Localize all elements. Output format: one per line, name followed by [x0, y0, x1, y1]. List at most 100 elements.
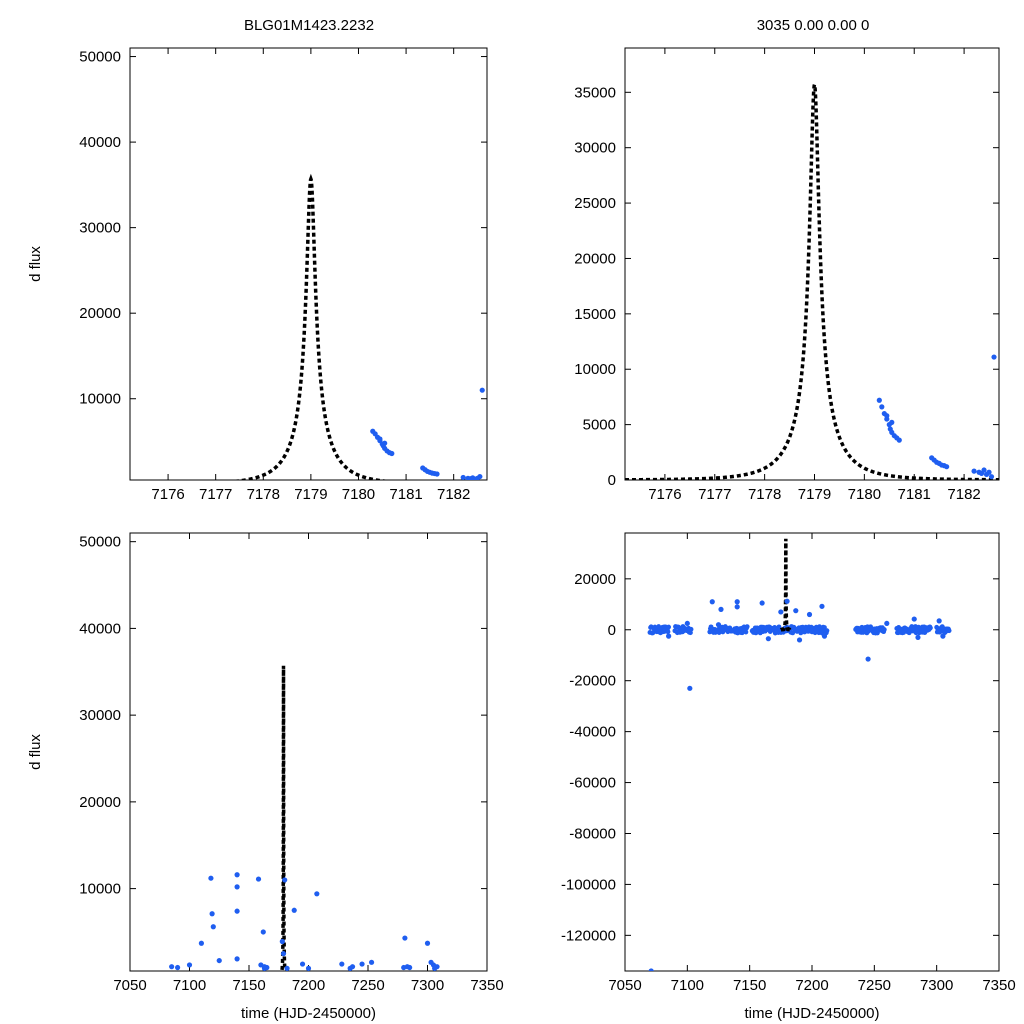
data-point: [734, 604, 740, 610]
y-tick-label: -40000: [569, 724, 616, 741]
data-point: [665, 629, 671, 635]
x-tick-label: 7300: [920, 977, 953, 994]
data-point: [377, 436, 383, 442]
data-point: [648, 968, 654, 971]
x-tick-label: 7179: [798, 486, 831, 503]
data-point: [734, 599, 740, 605]
x-tick-label: 7177: [199, 486, 232, 503]
data-point: [282, 877, 288, 883]
data-point: [928, 625, 933, 631]
data-point: [432, 965, 438, 971]
data-point: [314, 891, 320, 897]
data-point: [186, 962, 193, 968]
data-point: [299, 961, 306, 967]
data-point: [424, 940, 431, 946]
data-point: [765, 636, 771, 642]
x-tick-label: 7181: [898, 486, 931, 503]
data-point: [876, 397, 882, 403]
data-point: [479, 387, 485, 393]
data-point: [865, 656, 871, 662]
data-point: [915, 634, 921, 641]
data-point: [284, 965, 290, 971]
x-tick-label: 7250: [858, 977, 891, 994]
y-tick-label: 30000: [79, 707, 121, 724]
data-point: [821, 633, 828, 639]
x-tick-label: 7180: [848, 486, 881, 503]
data-point: [407, 964, 413, 971]
data-point: [234, 872, 240, 878]
data-point: [279, 938, 285, 945]
x-tick-label: 7050: [113, 977, 146, 994]
panel-top-left: 7176 7177 7178 7179 7180 7181 7182 10000 20000 30…: [27, 47, 488, 503]
x-tick-label: 7350: [982, 977, 1015, 994]
plot-area: [231, 173, 485, 480]
data-point: [656, 624, 662, 629]
y-tick-label: 10000: [79, 881, 121, 898]
y-tick-label: 50000: [79, 49, 121, 66]
data-point: [339, 961, 345, 967]
data-point: [684, 620, 690, 627]
y-tick-label: 20000: [79, 305, 121, 322]
plot-frame: [129, 47, 488, 481]
y-axis-label: d flux: [27, 246, 44, 282]
model-curve: [625, 78, 999, 480]
data-point: [819, 603, 825, 609]
plot-area: [647, 538, 952, 971]
data-point: [666, 633, 672, 639]
x-axis-label: time (HJD-2450000): [744, 1005, 879, 1022]
data-point: [434, 471, 440, 477]
model-curve: [280, 665, 287, 971]
x-tick-label: 7182: [947, 486, 980, 503]
y-tick-label: 10000: [574, 361, 616, 378]
data-point: [349, 964, 356, 970]
x-tick-label: 7050: [608, 977, 641, 994]
data-point: [255, 876, 262, 882]
y-tick-label: 0: [608, 472, 616, 489]
data-point: [806, 611, 813, 618]
data-point: [175, 964, 181, 971]
data-point: [936, 618, 942, 624]
x-tick-label: 7100: [173, 977, 206, 994]
data-point: [884, 620, 890, 627]
data-point: [940, 633, 946, 639]
x-tick-label: 7178: [247, 486, 280, 503]
data-point: [824, 628, 830, 634]
data-point: [477, 473, 483, 480]
data-point: [368, 959, 375, 965]
plot-frame: [624, 532, 1000, 972]
y-tick-label: -100000: [561, 876, 616, 893]
y-axis-label: d flux: [27, 734, 44, 770]
data-point: [234, 908, 240, 914]
y-tick-label: 40000: [79, 620, 121, 637]
x-tick-label: 7150: [733, 977, 766, 994]
y-tick-label: 50000: [79, 534, 121, 551]
plot-area: [625, 78, 999, 480]
x-tick-label: 7250: [351, 977, 384, 994]
data-point: [216, 957, 222, 964]
y-tick-label: 20000: [79, 794, 121, 811]
data-point: [944, 464, 950, 470]
data-point: [991, 354, 997, 360]
y-tick-label: 10000: [79, 391, 121, 408]
data-point: [981, 467, 987, 473]
data-point: [709, 599, 715, 605]
data-point: [305, 965, 312, 971]
data-point: [743, 629, 749, 635]
title-right: 3035 0.00 0.00 0: [757, 17, 870, 34]
x-tick-label: 7176: [648, 486, 681, 503]
data-point: [402, 935, 408, 941]
x-tick-label: 7181: [389, 486, 422, 503]
x-tick-label: 7150: [232, 977, 265, 994]
data-point: [234, 884, 240, 890]
y-tick-label: -60000: [569, 775, 616, 792]
x-tick-label: 7350: [470, 977, 503, 994]
data-point: [759, 600, 765, 606]
y-tick-label: 35000: [574, 84, 616, 101]
data-point: [911, 616, 917, 622]
x-tick-label: 7200: [795, 977, 828, 994]
plot-frame: [624, 47, 1000, 481]
y-tick-label: 20000: [574, 571, 616, 588]
y-tick-label: -80000: [569, 825, 616, 842]
data-point: [718, 606, 724, 612]
